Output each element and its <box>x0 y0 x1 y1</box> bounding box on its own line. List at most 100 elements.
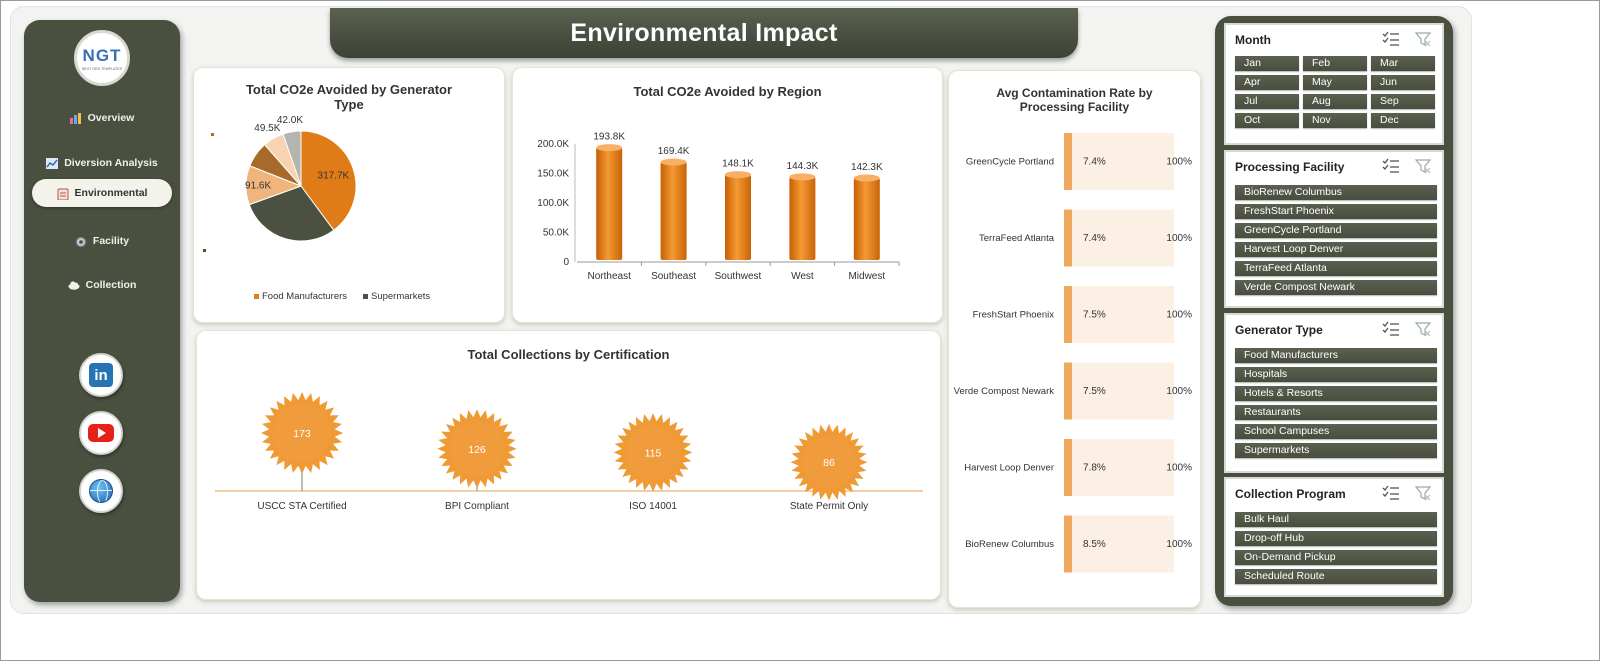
slicer-item[interactable]: Harvest Loop Denver <box>1235 242 1437 257</box>
nav-item-collection[interactable]: Collection <box>32 271 172 299</box>
contamination-max: 100% <box>1166 310 1192 321</box>
clipboard-icon <box>57 188 69 200</box>
slicer-item[interactable]: Drop-off Hub <box>1235 531 1437 546</box>
slicer-item[interactable]: Bulk Haul <box>1235 512 1437 527</box>
cert-category-label: BPI Compliant <box>445 501 509 512</box>
slicer-item[interactable]: Jul <box>1235 94 1299 109</box>
region-bar-label: 148.1K <box>722 159 754 170</box>
legend-marker <box>211 133 214 136</box>
multi-select-icon[interactable] <box>1382 320 1400 343</box>
slicer-item[interactable]: Sep <box>1371 94 1435 109</box>
contamination-value: 7.5% <box>1083 310 1106 321</box>
youtube-link[interactable] <box>79 411 123 455</box>
nav-item-overview[interactable]: Overview <box>32 104 172 132</box>
x-tick-label: Northeast <box>588 271 632 282</box>
slicer-item[interactable]: Aug <box>1303 94 1367 109</box>
slicer-processing-facility: Processing Facility BioRenew Columbus Fres… <box>1224 150 1444 308</box>
pie-data-label: 317.7K <box>318 170 350 181</box>
cert-value-label: 115 <box>645 447 662 459</box>
sidebar: NGT NEXT GEN TEMPLATES Overview Diversio… <box>24 20 180 602</box>
slicer-item[interactable]: TerraFeed Atlanta <box>1235 261 1437 276</box>
facility-label: Harvest Loop Denver <box>964 463 1054 474</box>
slicer-item[interactable]: Jan <box>1235 56 1299 71</box>
contamination-max: 100% <box>1166 233 1192 244</box>
contamination-value: 8.5% <box>1083 539 1106 550</box>
region-bar-label: 193.8K <box>593 132 625 143</box>
clear-filter-icon[interactable] <box>1414 320 1432 343</box>
contamination-value: 7.4% <box>1083 233 1106 244</box>
slicer-item[interactable]: On-Demand Pickup <box>1235 550 1437 565</box>
slicer-item[interactable]: Oct <box>1235 113 1299 128</box>
slicer-item[interactable]: Supermarkets <box>1235 443 1437 458</box>
slicer-item[interactable]: School Campuses <box>1235 424 1437 439</box>
contamination-max: 100% <box>1166 157 1192 168</box>
nav-item-label: Collection <box>85 279 137 291</box>
y-tick-label: 150.0K <box>537 169 569 180</box>
region-bar-label: 142.3K <box>851 162 883 173</box>
region-bar-cap <box>853 174 880 182</box>
multi-select-icon[interactable] <box>1382 157 1400 180</box>
legend-label: Food Manufacturers <box>262 291 347 302</box>
contamination-bar-chart: GreenCycle Portland 7.4% 100% TerraFeed Atl… <box>954 133 1192 573</box>
pie-data-label: 91.6K <box>245 180 271 191</box>
slicer-collection-program: Collection Program Bulk Haul Drop-off Hub O… <box>1224 477 1444 597</box>
gear-icon <box>75 236 87 247</box>
pie-data-label: 42.0K <box>277 115 303 126</box>
slicer-item[interactable]: BioRenew Columbus <box>1235 185 1437 200</box>
nav-item-diversion-analysis[interactable]: Diversion Analysis <box>32 149 172 177</box>
contamination-track <box>1064 439 1174 496</box>
slicer-item[interactable]: May <box>1303 75 1367 90</box>
multi-select-icon[interactable] <box>1382 30 1400 53</box>
clear-filter-icon[interactable] <box>1414 157 1432 180</box>
x-tick-label: Southwest <box>715 271 762 282</box>
contamination-bar <box>1064 209 1072 267</box>
bar-chart-icon <box>69 112 82 124</box>
slicer-item[interactable]: Apr <box>1235 75 1299 90</box>
youtube-icon <box>88 424 114 442</box>
slicer-title: Month <box>1235 33 1271 47</box>
pie-slice <box>282 130 302 187</box>
slicer-item[interactable]: Food Manufacturers <box>1235 348 1437 363</box>
clear-filter-icon[interactable] <box>1414 484 1432 507</box>
slicer-item[interactable]: Scheduled Route <box>1235 569 1437 584</box>
website-link[interactable] <box>79 469 123 513</box>
clear-filter-icon[interactable] <box>1414 30 1432 53</box>
nav-item-facility[interactable]: Facility <box>32 227 172 255</box>
slicer-item[interactable]: GreenCycle Portland <box>1235 223 1437 238</box>
slicer-item[interactable]: Feb <box>1303 56 1367 71</box>
certification-chart-title: Total Collections by Certification <box>467 347 670 362</box>
cert-burst-center <box>625 425 681 480</box>
pie-chart-card: Total CO2e Avoided by Generator Type 317… <box>193 67 505 323</box>
page-title: Environmental Impact <box>570 18 838 47</box>
legend-marker <box>203 249 206 252</box>
pie-data-label: 49.5K <box>254 123 280 134</box>
slicer-item[interactable]: Hospitals <box>1235 367 1437 382</box>
multi-select-icon[interactable] <box>1382 484 1400 507</box>
pie-chart-title: Total CO2e Avoided by Generator Type <box>245 82 453 112</box>
contamination-chart-title: Avg Contamination Rate by Processing Fac… <box>996 86 1153 114</box>
cert-burst-center <box>449 421 505 477</box>
brand-logo[interactable]: NGT NEXT GEN TEMPLATES <box>74 30 130 86</box>
contamination-track <box>1064 515 1174 573</box>
slicer-item[interactable]: Nov <box>1303 113 1367 128</box>
contamination-bar <box>1064 133 1072 190</box>
slicer-item[interactable]: Hotels & Resorts <box>1235 386 1437 401</box>
facility-label: Verde Compost Newark <box>954 386 1055 397</box>
cert-value-label: 173 <box>293 428 311 440</box>
region-bar-cap <box>596 144 623 152</box>
slicer-item[interactable]: Dec <box>1371 113 1435 128</box>
x-tick-label: Midwest <box>848 271 885 282</box>
region-bar-cap <box>725 171 751 179</box>
linkedin-link[interactable]: in <box>79 353 123 397</box>
slicer-panel: Month Jan Feb Mar Apr May Jun Jul Aug Sep Oct Nov De… <box>1215 16 1453 606</box>
slicer-item[interactable]: Jun <box>1371 75 1435 90</box>
region-bar <box>596 147 623 260</box>
nav-item-environmental[interactable]: Environmental <box>32 179 172 207</box>
slicer-item[interactable]: Verde Compost Newark <box>1235 280 1437 295</box>
slicer-item[interactable]: Mar <box>1371 56 1435 71</box>
slicer-item[interactable]: Restaurants <box>1235 405 1437 420</box>
region-bar-cap <box>789 173 816 181</box>
slicer-item[interactable]: FreshStart Phoenix <box>1235 204 1437 219</box>
contamination-max: 100% <box>1166 463 1192 474</box>
region-bar-label: 169.4K <box>658 146 690 157</box>
